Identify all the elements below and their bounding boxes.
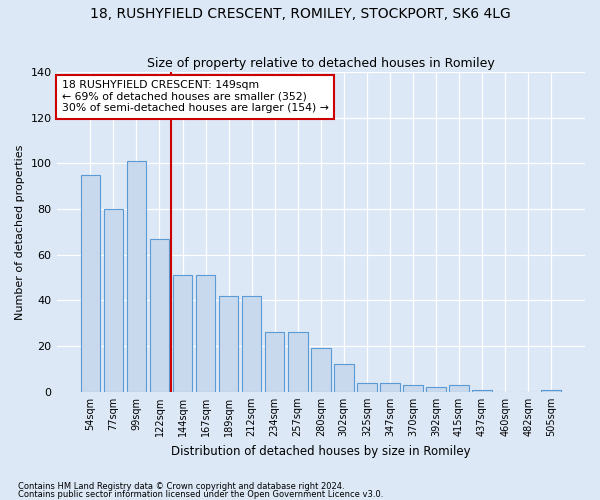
Bar <box>334 364 353 392</box>
Y-axis label: Number of detached properties: Number of detached properties <box>15 144 25 320</box>
Bar <box>472 390 492 392</box>
Bar <box>288 332 308 392</box>
Bar <box>219 296 238 392</box>
Bar <box>403 385 423 392</box>
Bar <box>449 385 469 392</box>
Bar <box>127 161 146 392</box>
Bar <box>173 276 193 392</box>
Bar <box>104 209 123 392</box>
Bar <box>426 387 446 392</box>
Bar <box>357 382 377 392</box>
Text: Contains HM Land Registry data © Crown copyright and database right 2024.: Contains HM Land Registry data © Crown c… <box>18 482 344 491</box>
Title: Size of property relative to detached houses in Romiley: Size of property relative to detached ho… <box>147 56 494 70</box>
Bar <box>265 332 284 392</box>
Bar <box>149 239 169 392</box>
Text: Contains public sector information licensed under the Open Government Licence v3: Contains public sector information licen… <box>18 490 383 499</box>
Text: 18, RUSHYFIELD CRESCENT, ROMILEY, STOCKPORT, SK6 4LG: 18, RUSHYFIELD CRESCENT, ROMILEY, STOCKP… <box>89 8 511 22</box>
Bar <box>242 296 262 392</box>
Text: 18 RUSHYFIELD CRESCENT: 149sqm
← 69% of detached houses are smaller (352)
30% of: 18 RUSHYFIELD CRESCENT: 149sqm ← 69% of … <box>62 80 329 113</box>
Bar <box>380 382 400 392</box>
Bar <box>541 390 561 392</box>
X-axis label: Distribution of detached houses by size in Romiley: Distribution of detached houses by size … <box>171 444 470 458</box>
Bar <box>311 348 331 392</box>
Bar <box>196 276 215 392</box>
Bar <box>80 175 100 392</box>
